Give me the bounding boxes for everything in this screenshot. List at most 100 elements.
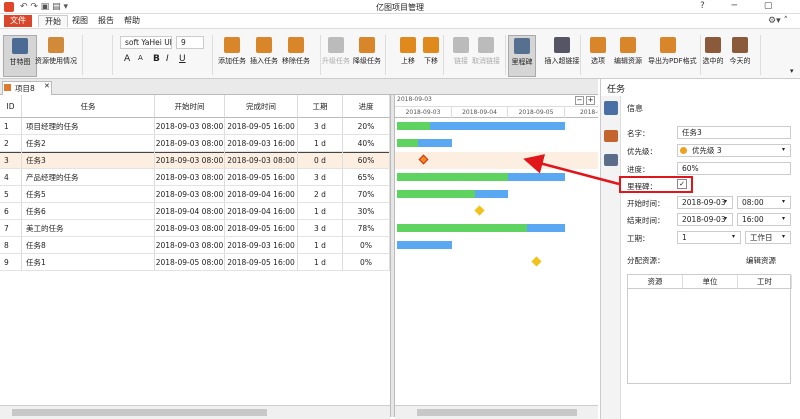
table-cell[interactable]: 2018-09-05 16:00 [225,169,298,186]
table-cell[interactable]: 2018-09-03 16:00 [225,237,298,254]
table-cell[interactable]: 3 d [298,118,343,135]
table-cell[interactable]: 2018-09-03 08:00 [155,186,225,203]
table-cell[interactable]: 任务3 [22,152,155,169]
table-cell[interactable]: 7 [0,220,22,237]
settings-icon[interactable]: ⚙▾ ˄ [768,16,788,26]
ribbon-button[interactable]: 插入超链接 [542,35,582,77]
ribbon-button[interactable]: 插入任务 [244,35,284,77]
table-cell[interactable]: 任务1 [22,254,155,271]
column-header[interactable]: 进度 [343,95,390,118]
font-size-box[interactable]: 9 [176,36,204,49]
quick-access[interactable]: ↶ ↷ ▣ ▤ ▾ [20,2,69,12]
scroll-thumb[interactable] [12,409,267,416]
table-cell[interactable]: 2018-09-04 16:00 [225,186,298,203]
table-cell[interactable]: 任务5 [22,186,155,203]
view-button[interactable]: 资源使用情况 [35,35,77,77]
menu-tab[interactable]: 开始 [38,15,68,27]
format-button[interactable]: U [179,54,186,64]
table-cell[interactable]: 1 d [298,203,343,220]
table-cell[interactable]: 5 [0,186,22,203]
field-input[interactable]: 任务3 [677,126,791,139]
table-cell[interactable]: 3 d [298,220,343,237]
column-header[interactable]: 开始时间 [155,95,225,118]
table-cell[interactable]: 2018-09-05 08:00 [155,254,225,271]
ribbon-button[interactable]: 选项 [578,35,618,77]
table-cell[interactable]: 2018-09-03 08:00 [155,220,225,237]
table-cell[interactable]: 1 d [298,254,343,271]
field-input[interactable]: 60% [677,162,791,175]
table-cell[interactable]: 2018-09-03 08:00 [155,169,225,186]
table-cell[interactable]: 2018-09-05 16:00 [225,254,298,271]
table-cell[interactable]: 产品经理的任务 [22,169,155,186]
ribbon-button[interactable]: 链接 [441,35,481,77]
table-cell[interactable]: 2018-09-03 08:00 [155,237,225,254]
table-cell[interactable]: 1 d [298,135,343,152]
format-button[interactable]: B [153,54,160,64]
ribbon-button[interactable]: 上移 [388,35,428,77]
table-cell[interactable]: 2018-09-03 16:00 [225,135,298,152]
table-cell[interactable]: 3 [0,152,22,169]
ribbon-expand[interactable]: ▾ [790,67,794,75]
format-button[interactable]: A [124,54,131,64]
table-cell[interactable]: 2 [0,135,22,152]
table-cell[interactable]: 6 [0,203,22,220]
field-extra[interactable]: 08:00 [737,196,791,209]
table-cell[interactable]: 3 d [298,169,343,186]
ribbon-button[interactable]: 下移 [411,35,451,77]
gantt-scrollbar[interactable] [395,405,598,419]
table-cell[interactable]: 78% [343,220,390,237]
table-cell[interactable]: 9 [0,254,22,271]
ribbon-button[interactable]: 降级任务 [347,35,387,77]
table-cell[interactable]: 70% [343,186,390,203]
table-cell[interactable]: 60% [343,152,390,169]
table-cell[interactable]: 30% [343,203,390,220]
table-cell[interactable]: 美工的任务 [22,220,155,237]
column-header[interactable]: 任务 [22,95,155,118]
format-button[interactable]: A [138,54,143,62]
menu-tab[interactable]: 帮助 [124,16,140,25]
font-name-box[interactable]: soft YaHei UI [120,36,172,49]
field-input[interactable]: 1 [677,231,741,244]
table-cell[interactable]: 任务6 [22,203,155,220]
table-cell[interactable]: 1 [0,118,22,135]
table-cell[interactable]: 20% [343,118,390,135]
table-cell[interactable]: 2018-09-04 16:00 [225,203,298,220]
document-tab[interactable]: 项目8 [2,81,52,95]
ribbon-button[interactable]: 取消链接 [466,35,506,77]
table-cell[interactable]: 2 d [298,186,343,203]
ribbon-button[interactable]: 添加任务 [212,35,252,77]
table-cell[interactable]: 任务8 [22,237,155,254]
zoom-in[interactable]: + [586,96,595,105]
table-cell[interactable]: 2018-09-03 08:00 [155,135,225,152]
table-cell[interactable]: 4 [0,169,22,186]
field-extra[interactable]: 工作日 [745,231,791,244]
ribbon-button[interactable]: 升级任务 [316,35,356,77]
ribbon-button[interactable]: 编辑资源 [608,35,648,77]
milestone-checkbox[interactable]: ✓ [677,179,687,189]
scroll-thumb[interactable] [417,409,577,416]
table-cell[interactable]: 任务2 [22,135,155,152]
table-cell[interactable]: 2018-09-03 08:00 [155,152,225,169]
resource-tab-icon[interactable] [604,130,618,142]
tab-close[interactable]: ✕ [44,82,50,90]
field-input[interactable]: 2018-09-03 [677,213,733,226]
note-tab-icon[interactable] [604,154,618,166]
table-cell[interactable]: 2018-09-03 08:00 [225,152,298,169]
table-cell[interactable]: 0% [343,237,390,254]
ribbon-button[interactable]: 选中的 [693,35,733,77]
table-cell[interactable]: 2018-09-05 16:00 [225,220,298,237]
table-cell[interactable]: 0 d [298,152,343,169]
window-controls[interactable]: ? ─ ▢ ✕ [700,1,800,11]
format-button[interactable]: I [166,54,169,64]
table-cell[interactable]: 2018-09-03 08:00 [155,118,225,135]
table-cell[interactable]: 8 [0,237,22,254]
column-header[interactable]: ID [0,95,22,118]
info-tab-icon[interactable] [604,101,618,115]
column-header[interactable]: 工期 [298,95,343,118]
table-cell[interactable]: 0% [343,254,390,271]
table-cell[interactable]: 项目经理的任务 [22,118,155,135]
menu-tab[interactable]: 文件 [4,15,32,27]
table-cell[interactable]: 2018-09-05 16:00 [225,118,298,135]
ribbon-button[interactable]: 今天的 [720,35,760,77]
field-input[interactable]: 优先级 3 [677,144,791,157]
